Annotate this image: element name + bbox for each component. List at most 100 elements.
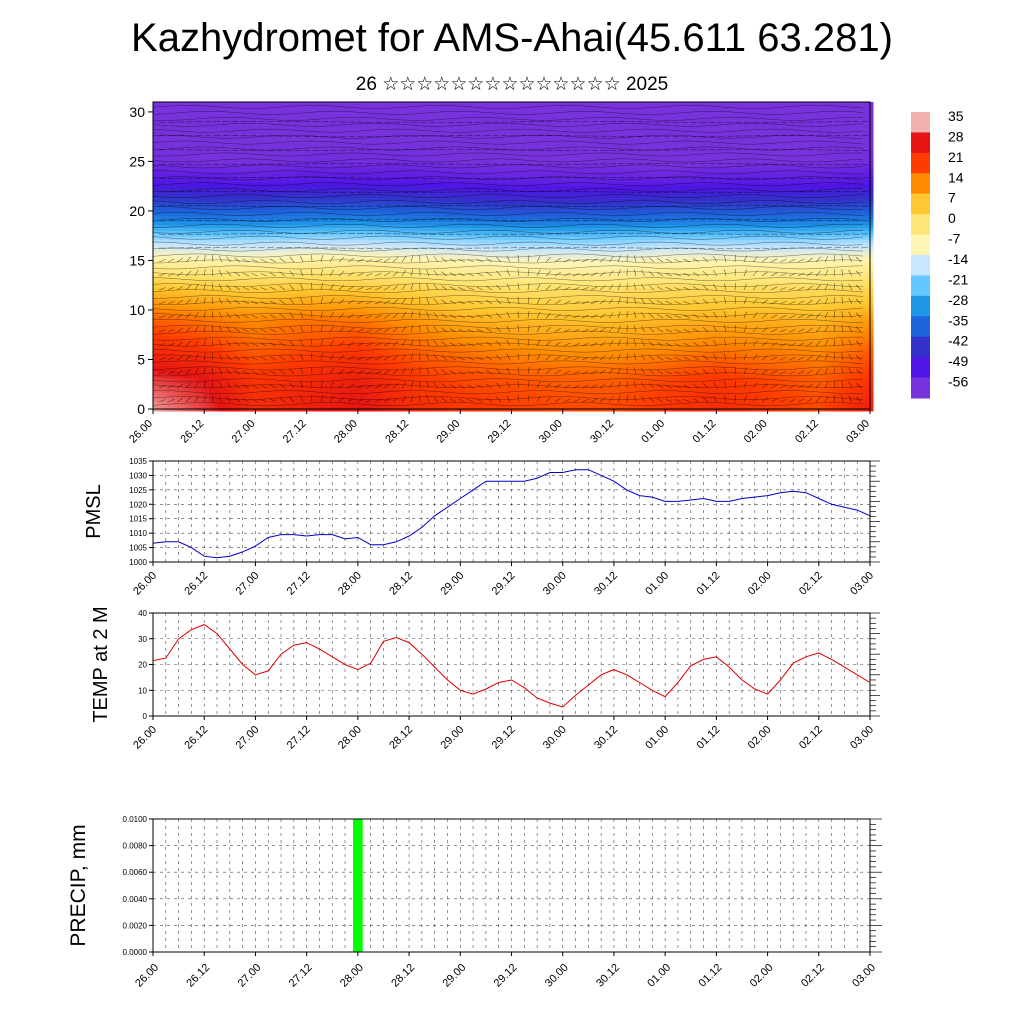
cross-section-panel: 0 5 10 15 20 25 30 26.00 26.12 27.00 27.12 28.00 28.… bbox=[127, 101, 968, 446]
x-tick-label: 02.00 bbox=[746, 570, 774, 598]
x-tick-label: 01.12 bbox=[695, 570, 723, 598]
colorbar-swatch bbox=[911, 316, 930, 338]
x-tick-label: 26.00 bbox=[127, 418, 155, 446]
y-tick-label: 1025 bbox=[129, 486, 147, 495]
colorbar: 35 28 21 14 7 0 -7 -14 -21 -28 -35 -42 -49 -56 bbox=[911, 108, 968, 399]
x-tick-label: 27.12 bbox=[285, 724, 313, 752]
chart-title: Kazhydromet for AMS-Ahai(45.611 63.281) bbox=[0, 14, 1024, 62]
colorbar-swatch bbox=[911, 357, 930, 379]
precip-bar bbox=[353, 819, 363, 952]
colorbar-label: -35 bbox=[948, 312, 968, 328]
x-tick-label: 30.12 bbox=[592, 570, 620, 598]
heatmap-cells bbox=[153, 102, 874, 412]
x-tick-label: 28.00 bbox=[332, 418, 360, 446]
y-tick-label: 15 bbox=[129, 252, 145, 268]
colorbar-swatch bbox=[911, 295, 930, 317]
grid-lines bbox=[152, 818, 870, 953]
colorbar-label: -21 bbox=[948, 271, 968, 287]
x-tick-label: 03.00 bbox=[844, 418, 872, 446]
x-tick-label: 01.12 bbox=[691, 418, 719, 446]
colorbar-label: -49 bbox=[948, 353, 968, 369]
y-tick-label: 0.0040 bbox=[123, 895, 148, 904]
x-tick-label: 29.00 bbox=[438, 724, 466, 752]
colorbar-swatch bbox=[911, 173, 930, 195]
colorbar-label: 28 bbox=[948, 128, 964, 144]
x-tick-label: 27.12 bbox=[285, 570, 313, 598]
y-tick-label: 0.0020 bbox=[123, 921, 148, 930]
y-tick-label: 1020 bbox=[129, 500, 147, 509]
x-tick-label: 29.00 bbox=[440, 962, 468, 990]
colorbar-swatch bbox=[911, 112, 930, 133]
grid-lines bbox=[152, 612, 870, 717]
colorbar-label: 0 bbox=[948, 210, 956, 226]
x-tick-label: 27.12 bbox=[287, 962, 315, 990]
x-tick-label: 01.12 bbox=[697, 962, 725, 990]
precipitation-panel: 0.0000 0.0020 0.0040 0.0060 0.0080 0.0100 26.0… bbox=[67, 815, 882, 990]
x-tick-label: 30.00 bbox=[541, 724, 569, 752]
x-tick-label: 26.12 bbox=[182, 724, 210, 752]
x-tick-label: 27.12 bbox=[281, 418, 309, 446]
x-tick-label: 26.12 bbox=[184, 962, 212, 990]
x-tick-label: 28.12 bbox=[387, 570, 415, 598]
y-tick-label: 20 bbox=[129, 203, 145, 219]
colorbar-label: 35 bbox=[948, 108, 964, 124]
x-tick-label: 01.00 bbox=[643, 570, 671, 598]
colorbar-label: 7 bbox=[948, 190, 956, 206]
y-axis-label: PRECIP, mm bbox=[67, 824, 90, 946]
x-tick-label: 02.12 bbox=[793, 418, 821, 446]
x-tick-label: 26.12 bbox=[178, 418, 206, 446]
colorbar-swatch bbox=[911, 255, 930, 276]
colorbar-swatch bbox=[911, 152, 930, 174]
x-tick-label: 29.12 bbox=[490, 570, 518, 598]
colorbar-label: -7 bbox=[948, 231, 961, 247]
x-tick-label: 26.00 bbox=[133, 962, 161, 990]
colorbar-label: -28 bbox=[948, 292, 968, 308]
x-tick-label: 02.00 bbox=[748, 962, 776, 990]
x-tick-label: 29.12 bbox=[486, 418, 514, 446]
y-tick-label: 5 bbox=[137, 351, 145, 367]
colorbar-label: -14 bbox=[948, 251, 968, 267]
y-tick-label: 20 bbox=[138, 661, 147, 670]
x-tick-label: 03.00 bbox=[848, 724, 876, 752]
x-tick-label: 26.00 bbox=[131, 724, 159, 752]
y-tick-label: 1000 bbox=[129, 558, 147, 567]
x-tick-label: 30.12 bbox=[588, 418, 616, 446]
x-tick-label: 29.12 bbox=[492, 962, 520, 990]
x-tick-label: 27.00 bbox=[234, 570, 262, 598]
y-tick-label: 0 bbox=[137, 401, 145, 417]
y-tick-label: 0.0080 bbox=[123, 842, 148, 851]
chart-subtitle: 26 ☆☆☆☆☆☆☆☆☆☆☆☆☆☆ 2025 bbox=[0, 73, 1024, 97]
y-tick-label: 40 bbox=[138, 609, 147, 618]
series-line bbox=[152, 624, 871, 708]
temperature-panel: 0 10 20 30 40 26.00 26.12 27.00 27.12 28.00 28.12 2… bbox=[90, 606, 880, 752]
colorbar-swatch bbox=[911, 336, 930, 358]
x-tick-label: 03.00 bbox=[848, 570, 876, 598]
y-tick-label: 1030 bbox=[129, 471, 147, 480]
y-tick-label: 25 bbox=[129, 153, 145, 169]
colorbar-label: 14 bbox=[948, 169, 964, 185]
x-tick-label: 29.00 bbox=[438, 570, 466, 598]
x-tick-label: 30.00 bbox=[543, 962, 571, 990]
x-tick-label: 30.12 bbox=[594, 962, 622, 990]
right-axis-ticks bbox=[870, 460, 880, 563]
series-line bbox=[152, 469, 871, 559]
colorbar-label: 21 bbox=[948, 149, 964, 165]
x-tick-label: 29.00 bbox=[434, 418, 462, 446]
y-tick-label: 10 bbox=[138, 686, 147, 695]
x-tick-label: 27.00 bbox=[234, 724, 262, 752]
x-tick-label: 01.00 bbox=[645, 962, 673, 990]
colorbar-swatch bbox=[911, 193, 930, 215]
colorbar-swatch bbox=[911, 275, 930, 297]
x-tick-label: 30.12 bbox=[592, 724, 620, 752]
x-tick-label: 03.00 bbox=[850, 962, 878, 990]
right-axis-ticks bbox=[870, 612, 880, 717]
x-tick-label: 26.00 bbox=[131, 570, 159, 598]
x-tick-label: 28.00 bbox=[336, 724, 364, 752]
x-tick-label: 28.12 bbox=[387, 724, 415, 752]
y-tick-label: 0.0000 bbox=[123, 948, 148, 957]
colorbar-label: -42 bbox=[948, 333, 968, 349]
x-tick-label: 01.00 bbox=[639, 418, 667, 446]
colorbar-swatch bbox=[911, 132, 930, 154]
y-tick-label: 0.0100 bbox=[123, 815, 148, 824]
